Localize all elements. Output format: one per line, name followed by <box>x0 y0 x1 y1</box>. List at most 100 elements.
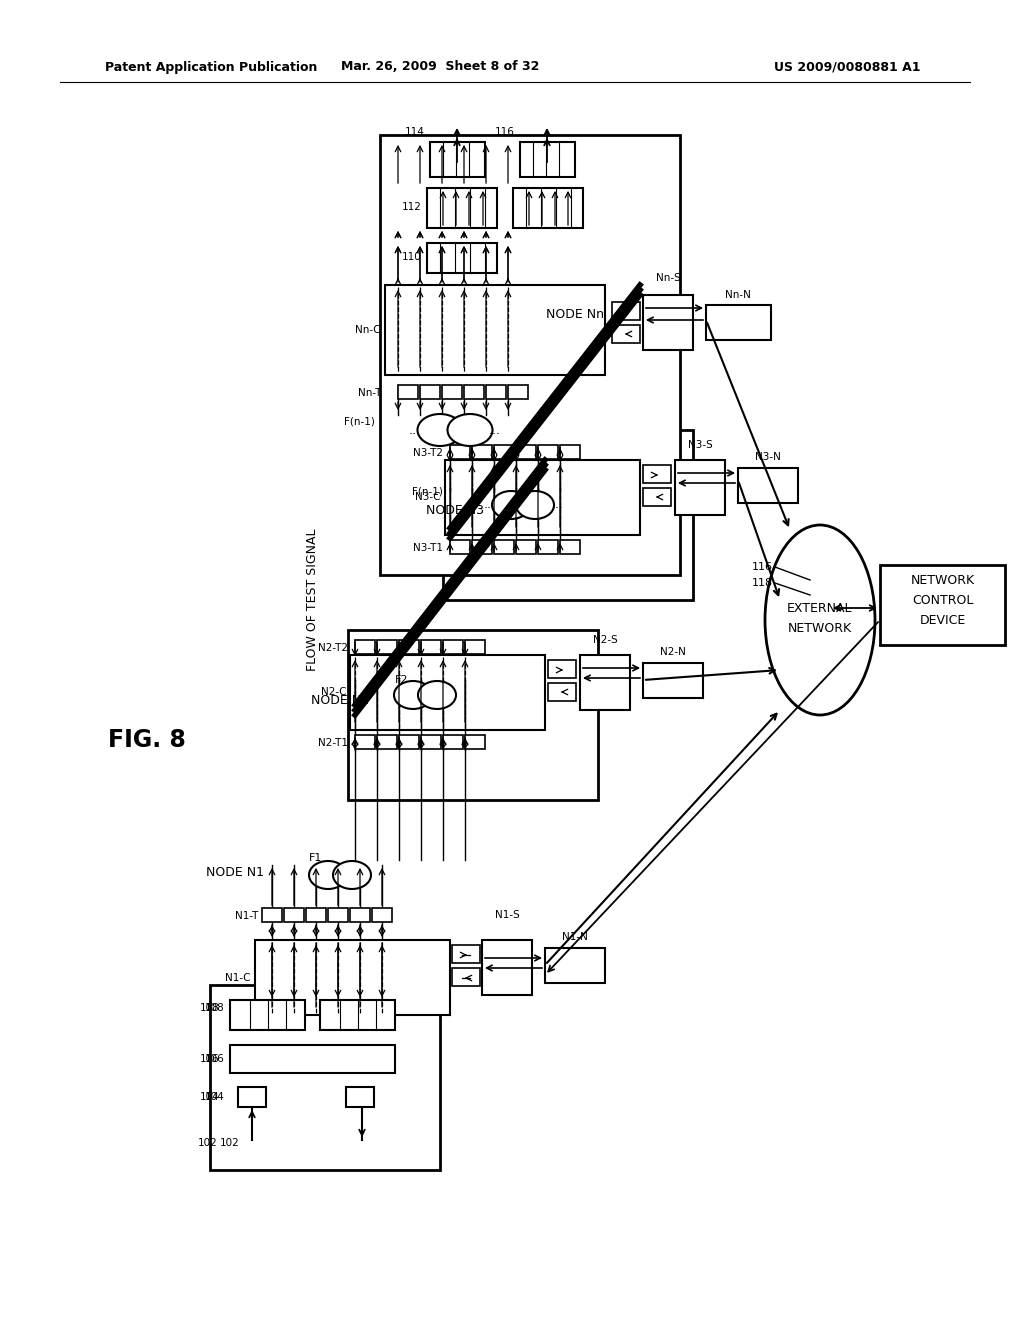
Bar <box>612 325 640 343</box>
Text: CONTROL: CONTROL <box>911 594 973 606</box>
Bar <box>472 540 492 554</box>
Bar <box>675 459 725 515</box>
Bar <box>210 985 440 1170</box>
Text: 112: 112 <box>402 202 422 213</box>
Ellipse shape <box>492 491 530 519</box>
Bar <box>560 540 580 554</box>
Bar <box>421 640 441 653</box>
Bar <box>372 908 392 921</box>
Bar <box>284 908 304 921</box>
Text: N3-C: N3-C <box>416 492 441 502</box>
Text: 114: 114 <box>406 127 425 137</box>
Bar <box>355 640 375 653</box>
Text: EXTERNAL: EXTERNAL <box>787 602 853 615</box>
Bar <box>346 1086 374 1107</box>
Bar <box>450 445 470 459</box>
Bar <box>482 940 532 995</box>
Ellipse shape <box>516 491 554 519</box>
Bar <box>427 187 497 228</box>
Bar <box>350 908 370 921</box>
Text: F1: F1 <box>308 853 322 863</box>
Text: Nn-N: Nn-N <box>725 290 751 300</box>
Text: F(n-1): F(n-1) <box>412 487 443 498</box>
Text: NODE Nn: NODE Nn <box>546 309 604 322</box>
Bar <box>306 908 326 921</box>
Text: 118: 118 <box>752 578 773 587</box>
Bar <box>230 1045 395 1073</box>
Bar <box>538 540 558 554</box>
Bar <box>486 385 506 399</box>
Bar <box>238 1086 266 1107</box>
Text: N1-T: N1-T <box>234 911 258 921</box>
Text: Mar. 26, 2009  Sheet 8 of 32: Mar. 26, 2009 Sheet 8 of 32 <box>341 61 540 74</box>
Text: FLOW OF TEST SIGNAL: FLOW OF TEST SIGNAL <box>305 529 318 672</box>
Text: 102: 102 <box>199 1138 218 1148</box>
Bar <box>420 385 440 399</box>
Text: N2-C: N2-C <box>321 686 346 697</box>
Bar <box>464 385 484 399</box>
Bar <box>350 655 545 730</box>
Text: NODE N2: NODE N2 <box>311 693 369 706</box>
Text: FIG. 8: FIG. 8 <box>108 729 186 752</box>
Text: 106: 106 <box>201 1053 220 1064</box>
Bar <box>472 445 492 459</box>
Text: ...: ... <box>552 499 564 511</box>
Text: N2-T1: N2-T1 <box>318 738 348 748</box>
Bar <box>880 565 1005 645</box>
Bar <box>452 945 480 964</box>
Bar <box>443 430 693 601</box>
Text: 110: 110 <box>402 252 422 261</box>
Bar <box>262 908 282 921</box>
Text: N3-N: N3-N <box>755 451 781 462</box>
Ellipse shape <box>394 681 432 709</box>
Text: Nn-C: Nn-C <box>355 325 381 335</box>
Bar <box>399 640 419 653</box>
Text: 116: 116 <box>752 562 773 572</box>
Bar <box>643 294 693 350</box>
Bar <box>494 540 514 554</box>
Text: 108: 108 <box>201 1003 220 1012</box>
Bar <box>706 305 771 341</box>
Bar <box>643 465 671 483</box>
Text: N2-S: N2-S <box>593 635 617 645</box>
Bar <box>738 469 798 503</box>
Text: F(n-1): F(n-1) <box>344 416 375 426</box>
Bar <box>520 143 575 177</box>
Text: NETWORK: NETWORK <box>910 573 975 586</box>
Bar <box>465 735 485 748</box>
Text: NODE N1: NODE N1 <box>206 866 264 879</box>
Bar <box>580 655 630 710</box>
Text: N3-T2: N3-T2 <box>413 447 443 458</box>
Bar <box>385 285 605 375</box>
Text: US 2009/0080881 A1: US 2009/0080881 A1 <box>773 61 920 74</box>
Bar <box>513 187 583 228</box>
Text: ...: ... <box>489 424 501 437</box>
Text: ...: ... <box>484 499 496 511</box>
Text: NETWORK: NETWORK <box>787 622 852 635</box>
Ellipse shape <box>333 861 371 888</box>
Bar <box>452 968 480 986</box>
Bar <box>355 735 375 748</box>
Bar <box>643 488 671 506</box>
Bar <box>230 1001 305 1030</box>
Text: 106: 106 <box>205 1053 225 1064</box>
Text: N1-C: N1-C <box>225 973 251 983</box>
Text: Nn-T: Nn-T <box>357 388 381 399</box>
Text: N1-N: N1-N <box>562 932 588 942</box>
Ellipse shape <box>447 414 493 446</box>
Text: Nn-S: Nn-S <box>655 273 680 282</box>
Ellipse shape <box>418 681 456 709</box>
Bar <box>328 908 348 921</box>
Bar <box>560 445 580 459</box>
Text: 108: 108 <box>205 1003 225 1012</box>
Text: N2-T2: N2-T2 <box>318 643 348 653</box>
Text: 104: 104 <box>201 1092 220 1102</box>
Bar <box>421 735 441 748</box>
Text: 116: 116 <box>496 127 515 137</box>
Text: 104: 104 <box>205 1092 225 1102</box>
Bar <box>427 243 497 273</box>
Bar <box>442 385 462 399</box>
Text: DEVICE: DEVICE <box>920 614 966 627</box>
Bar <box>465 640 485 653</box>
Bar <box>445 459 640 535</box>
